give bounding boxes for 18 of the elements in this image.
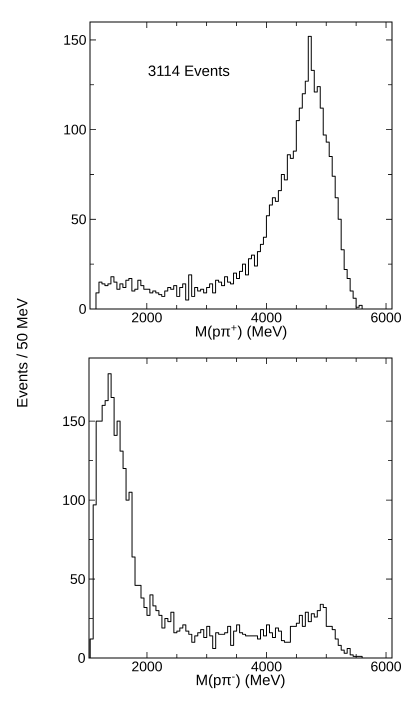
y-tick-label: 100: [64, 124, 86, 135]
y-tick-label: 150: [63, 416, 85, 426]
y-tick-label: 100: [63, 495, 85, 506]
annotation: 3114 Events: [148, 65, 230, 76]
x-axis-title: M(pπ$^{-}$) (MeV): [196, 674, 284, 688]
y-axis-title: Events / 50 MeV: [16, 298, 28, 407]
x-tick-label: 6000: [371, 312, 401, 322]
x-tick-label: 2000: [132, 662, 162, 672]
y-tick-label: 0: [79, 304, 86, 314]
x-tick-label: 2000: [132, 312, 162, 322]
y-tick-label: 0: [78, 653, 85, 663]
x-tick-label: 6000: [371, 662, 401, 672]
y-tick-label: 150: [64, 34, 86, 45]
x-tick-label: 4000: [251, 312, 282, 322]
x-axis-title: M(pπ$^{+}$) (MeV): [196, 325, 286, 340]
y-tick-label: 50: [70, 574, 85, 584]
y-tick-label: 50: [72, 214, 86, 224]
x-tick-label: 4000: [251, 662, 282, 672]
